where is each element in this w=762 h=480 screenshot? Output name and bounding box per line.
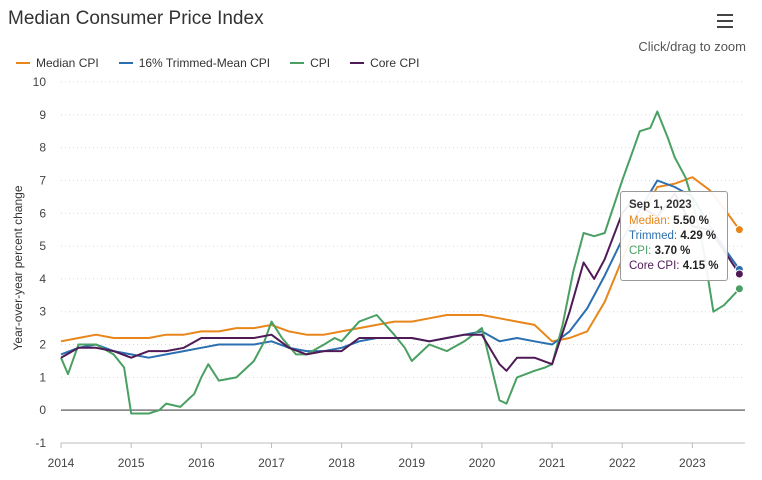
tooltip: Sep 1, 2023 Median: 5.50 % Trimmed: 4.29… [620,191,728,281]
chart-menu-button[interactable] [712,10,738,32]
x-tick-label: 2022 [609,456,636,470]
axis-layer: -1 0 1 2 3 4 5 6 7 8 9 10 2014 2015 2016 2017 2018 2019 20… [33,75,745,470]
tooltip-value-trimmed: 4.29 % [680,230,717,242]
y-tick-label: 2 [39,338,46,352]
y-tick-label: 10 [33,75,47,89]
hover-marker-3 [734,269,744,279]
tooltip-label-median: Median: [629,215,670,227]
y-tick-label: 8 [39,141,46,155]
tooltip-row-core: Core CPI: 4.15 % [629,259,719,274]
y-tick-label: 6 [39,206,46,220]
x-tick-label: 2017 [258,456,285,470]
legend-label-trimmed: 16% Trimmed-Mean CPI [138,56,271,70]
legend-item-cpi[interactable]: CPI [290,56,330,70]
y-tick-label: 3 [39,305,46,319]
y-axis-label: Year-over-year percent change [11,185,25,350]
legend-swatch-cpi [290,62,305,64]
y-tick-label: 0 [39,403,46,417]
page-title: Median Consumer Price Index [8,8,264,29]
tooltip-value-cpi: 3.70 % [654,245,691,257]
tooltip-value-median: 5.50 % [673,215,709,227]
legend-swatch-trimmed [118,62,133,64]
tooltip-label-core: Core CPI: [629,260,680,272]
tooltip-row-cpi: CPI: 3.70 % [629,244,719,259]
tooltip-label-trimmed: Trimmed: [629,230,678,242]
y-tick-label: 5 [39,239,46,253]
hover-marker-2 [734,284,744,294]
x-tick-label: 2021 [539,456,566,470]
hamburger-menu-icon [717,14,733,16]
legend-label-cpi: CPI [310,56,331,70]
grid-layer [61,81,745,444]
legend-swatch-core [350,62,365,64]
marker-layer [734,225,744,294]
x-tick-label: 2018 [328,456,355,470]
legend-label-median: Median CPI [36,56,99,70]
tooltip-date: Sep 1, 2023 [629,199,692,211]
zoom-hint: Click/drag to zoom [638,39,746,54]
y-tick-label: -1 [35,436,46,450]
x-tick-label: 2014 [48,456,75,470]
x-tick-label: 2020 [469,456,496,470]
x-tick-label: 2023 [679,456,706,470]
tooltip-value-core: 4.15 % [682,260,719,272]
legend-label-core: Core CPI [370,56,420,70]
hover-marker-0 [734,225,744,235]
series-line-2 [60,110,741,415]
y-tick-label: 1 [39,370,46,384]
x-tick-label: 2019 [398,456,425,470]
legend-swatch-median [16,62,30,64]
legend-item-trimmed[interactable]: 16% Trimmed-Mean CPI [118,56,271,70]
x-tick-label: 2016 [188,456,215,470]
tooltip-row-median: Median: 5.50 % [629,214,719,229]
tooltip-row-trimmed: Trimmed: 4.29 % [629,229,719,244]
y-tick-label: 4 [39,272,46,286]
legend-item-core[interactable]: Core CPI [350,56,419,70]
hamburger-menu-icon-bar [717,20,733,22]
x-tick-label: 2015 [118,456,145,470]
hamburger-menu-icon-bar [717,26,733,28]
tooltip-label-cpi: CPI: [629,245,652,257]
legend-item-median[interactable]: Median CPI [16,56,99,70]
legend: Median CPI 16% Trimmed-Mean CPI CPI Core… [16,56,419,70]
y-tick-label: 9 [39,108,46,122]
y-tick-label: 7 [39,173,46,187]
